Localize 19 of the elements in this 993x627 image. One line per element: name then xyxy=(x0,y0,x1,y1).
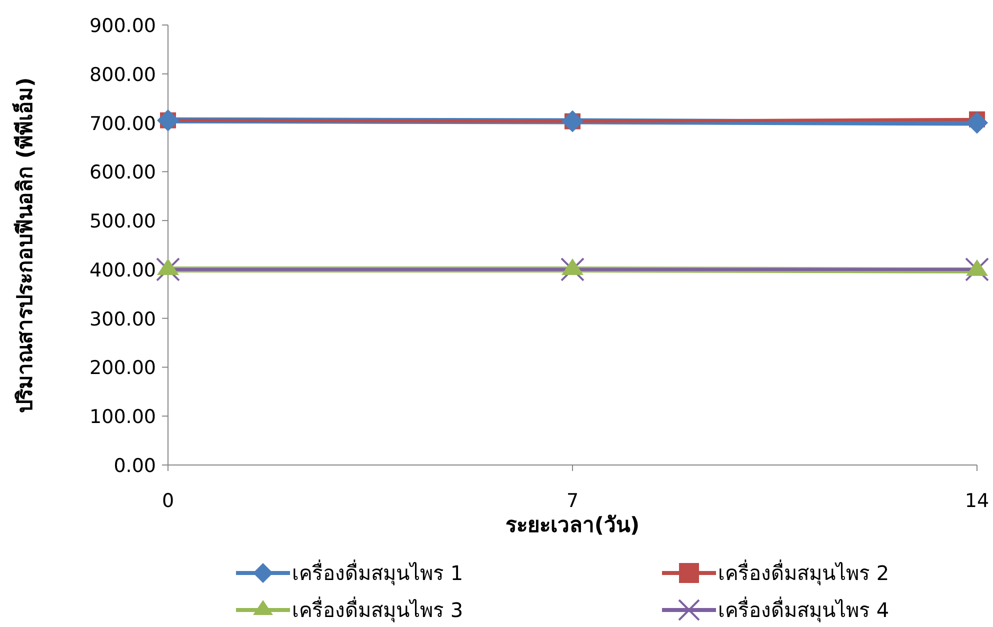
y-tick-label: 900.00 xyxy=(90,15,156,37)
y-tick-label: 700.00 xyxy=(90,112,156,135)
x-tick-label: 7 xyxy=(566,490,579,512)
x-tick-label: 14 xyxy=(964,490,990,512)
legend-label: เครื่องดื่มสมุนไพร 1 xyxy=(292,559,464,586)
y-tick-label: 200.00 xyxy=(90,357,156,380)
y-tick-label: 0.00 xyxy=(114,455,156,477)
y-tick-label: 600.00 xyxy=(90,162,156,184)
legend-label: เครื่องดื่มสมุนไพร 4 xyxy=(718,596,890,623)
legend-label: เครื่องดื่มสมุนไพร 3 xyxy=(292,596,464,623)
x-tick-label: 0 xyxy=(162,490,174,512)
legend-label: เครื่องดื่มสมุนไพร 2 xyxy=(718,559,890,586)
y-tick-label: 100.00 xyxy=(90,406,156,428)
y-tick-label: 400.00 xyxy=(90,259,156,282)
y-axis-title: ปริมาณสารประกอบฟีนอลิก (พีพีเอ็ม) xyxy=(11,77,37,413)
y-tick-label: 300.00 xyxy=(90,308,156,330)
x-axis-title: ระยะเวลา(วัน) xyxy=(505,513,640,537)
y-tick-label: 800.00 xyxy=(90,64,156,86)
y-tick-label: 500.00 xyxy=(90,210,156,233)
